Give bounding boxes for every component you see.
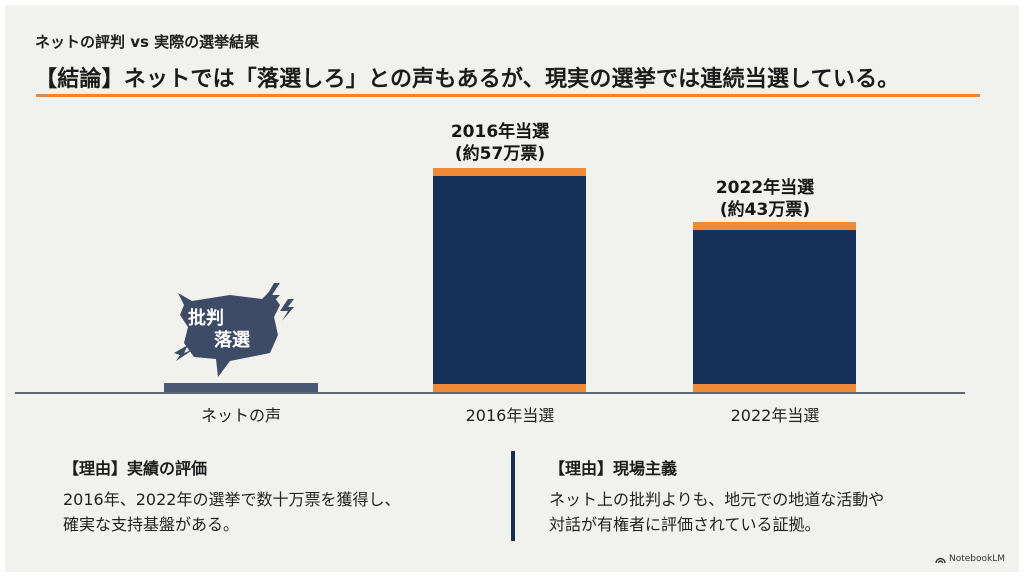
bar-2016-top-accent <box>433 168 586 176</box>
reason-track-record-body: 2016年、2022年の選挙で数十万票を獲得し、 確実な支持基盤がある。 <box>63 487 400 537</box>
slide-headline: 【結論】ネットでは「落選しろ」との声もあるが、現実の選挙では連続当選している。 <box>35 67 900 92</box>
bar-2016 <box>433 168 586 392</box>
reason-grassroots-title: 【理由】現場主義 <box>549 459 678 478</box>
x-axis-line <box>15 392 965 394</box>
bar-2022-label-votes: (約43万票) <box>719 200 811 220</box>
bar-2022-label: 2022年当選 (約43万票) <box>685 177 845 221</box>
x-label-2016: 2016年当選 <box>465 406 555 425</box>
reason-track-record-line2: 確実な支持基盤がある。 <box>63 515 240 534</box>
bar-2022-label-year: 2022年当選 <box>715 178 815 198</box>
bar-2016-label-votes: (約57万票) <box>454 144 546 164</box>
reason-grassroots-line2: 対話が有権者に評価されている証拠。 <box>549 515 821 534</box>
slide-subtitle: ネットの評判 vs 実際の選挙結果 <box>35 33 260 51</box>
bar-2016-label: 2016年当選 (約57万票) <box>420 121 580 165</box>
reason-track-record-line1: 2016年、2022年の選挙で数十万票を獲得し、 <box>63 490 401 509</box>
bar-2022-bottom-accent <box>693 384 856 392</box>
headline-underline <box>36 94 980 97</box>
reason-grassroots-line1: ネット上の批判よりも、地元での地道な活動や <box>549 490 885 509</box>
x-label-net-voice: ネットの声 <box>200 406 281 425</box>
bar-2022 <box>693 222 856 392</box>
bar-2016-bottom-accent <box>433 384 586 392</box>
x-label-2022: 2022年当選 <box>730 406 820 425</box>
reason-track-record-title: 【理由】実績の評価 <box>63 459 208 478</box>
burst-word-defeat: 落選 <box>214 330 250 351</box>
reasons-divider <box>511 451 515 541</box>
slide: ネットの評判 vs 実際の選挙結果 【結論】ネットでは「落選しろ」との声もあるが… <box>5 5 1019 572</box>
bar-net-voice <box>164 383 318 392</box>
notebooklm-logo-icon <box>935 557 946 563</box>
reason-grassroots-body: ネット上の批判よりも、地元での地道な活動や 対話が有権者に評価されている証拠。 <box>549 487 884 537</box>
brand-name: NotebookLM <box>948 554 1005 564</box>
bar-2022-top-accent <box>693 222 856 230</box>
bar-2016-label-year: 2016年当選 <box>450 122 550 142</box>
reason-track-record: 【理由】実績の評価 2016年、2022年の選挙で数十万票を獲得し、 確実な支持… <box>63 455 400 537</box>
burst-word-criticism: 批判 <box>188 308 224 329</box>
reason-grassroots: 【理由】現場主義 ネット上の批判よりも、地元での地道な活動や 対話が有権者に評価… <box>549 455 884 537</box>
notebooklm-watermark: NotebookLM <box>935 554 1005 564</box>
speech-burst-icon <box>174 283 294 377</box>
